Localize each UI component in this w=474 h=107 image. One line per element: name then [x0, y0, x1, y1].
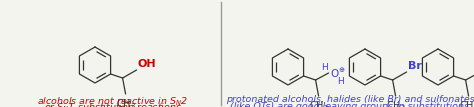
Text: protonated alcohols, halides (like Br) and sulfonates: protonated alcohols, halides (like Br) a… — [226, 95, 474, 104]
Text: or $S_N$1 substitution reactions: or $S_N$1 substitution reactions — [44, 102, 182, 107]
Text: CH$_3$: CH$_3$ — [309, 99, 328, 107]
Text: $\mathregular{O}^{\oplus}$: $\mathregular{O}^{\oplus}$ — [329, 66, 345, 80]
Text: CH$_3$: CH$_3$ — [385, 99, 406, 107]
Text: CH$_3$: CH$_3$ — [116, 97, 136, 107]
Text: H: H — [321, 63, 328, 72]
Text: H: H — [337, 77, 344, 86]
Text: OH: OH — [137, 59, 156, 69]
Text: alcohols are not reactive in $S_N$2: alcohols are not reactive in $S_N$2 — [37, 95, 189, 107]
Text: CH$_3$: CH$_3$ — [458, 99, 474, 107]
Text: Br: Br — [408, 61, 421, 71]
Text: (like OTs) are good leaving groups in substitutions: (like OTs) are good leaving groups in su… — [230, 102, 470, 107]
